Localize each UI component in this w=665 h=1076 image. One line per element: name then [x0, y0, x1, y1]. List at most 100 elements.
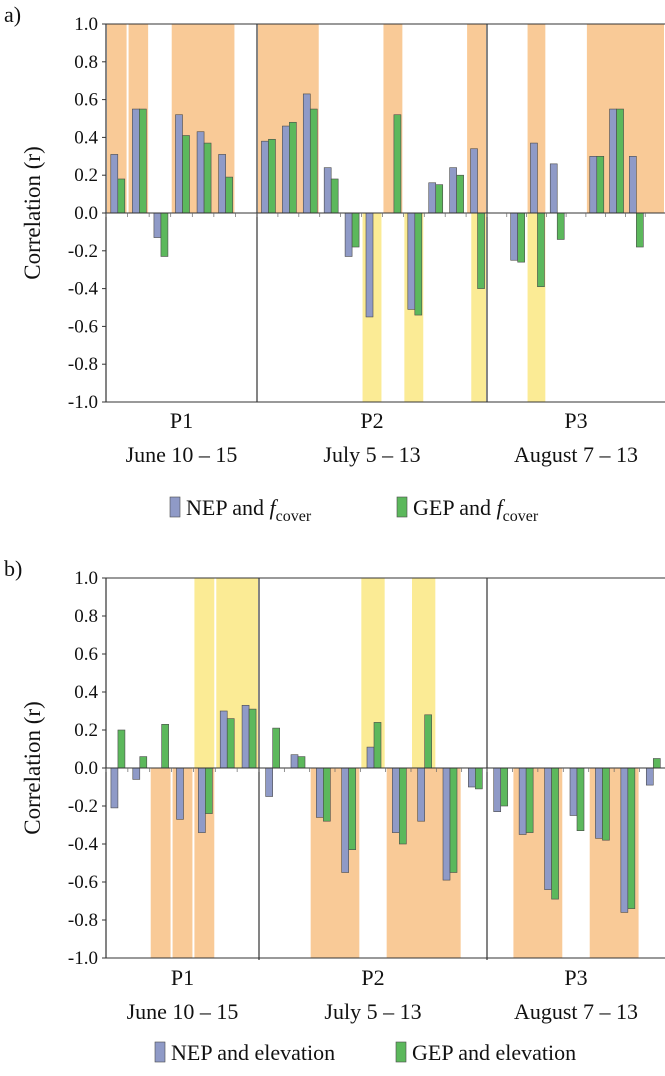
nep-bar-14	[442, 767, 451, 881]
y-tick-label: -0.6	[68, 872, 98, 893]
gep-bar-21	[627, 767, 636, 909]
bars	[110, 93, 644, 318]
nep-bar-12	[392, 767, 400, 833]
y-tick-label: -1.0	[68, 392, 98, 413]
nep-legend-swatch	[154, 1041, 166, 1063]
highlight-band-0	[150, 768, 171, 958]
highlight-band-6	[361, 578, 385, 768]
nep-bar-15	[468, 767, 476, 788]
gep-bar-10	[348, 767, 356, 850]
y-tick-label: 0.6	[74, 644, 98, 665]
y-tick-label: 0.0	[74, 203, 98, 224]
nep-bar-7	[265, 767, 273, 797]
nep-bar-1	[132, 108, 140, 214]
nep-bar-17	[518, 767, 527, 835]
nep-bar-20	[530, 142, 538, 214]
period-dates-P1: June 10 – 15	[126, 442, 238, 467]
gep-bar-17	[525, 767, 534, 833]
nep-bar-0	[110, 767, 119, 809]
nep-legend-label: NEP and elevation	[171, 1040, 335, 1065]
nep-bar-2	[153, 212, 162, 238]
gep-bar-4	[205, 767, 213, 814]
gep-bar-20	[602, 767, 610, 841]
gep-bar-11	[351, 212, 360, 248]
y-tick-label: 0.6	[74, 90, 98, 111]
gep-bar-8	[297, 756, 306, 769]
nep-bar-6	[241, 704, 250, 769]
y-tick-label: -0.8	[68, 354, 98, 375]
gep-bar-4	[203, 142, 212, 214]
nep-bar-12	[365, 212, 374, 318]
nep-bar-1	[132, 767, 141, 780]
gep-bar-10	[330, 178, 339, 214]
period-name-P2: P2	[361, 965, 384, 990]
nep-bar-5	[218, 154, 226, 214]
axes: 1.0 0.8 0.6 0.4 0.2 0.0 -0.2 -0.4 -0.6 -0.8 -1.0	[68, 568, 665, 969]
period-name-P3: P3	[564, 408, 587, 433]
nep-bar-11	[366, 746, 375, 769]
nep-bar-25	[629, 156, 637, 214]
nep-bar-4	[198, 767, 206, 833]
nep-legend-label: NEP and fcover	[186, 495, 312, 525]
panel-label: b)	[4, 556, 22, 581]
gep-bar-2	[160, 212, 169, 257]
gep-bar-5	[226, 718, 235, 769]
y-tick-label: -0.8	[68, 910, 98, 931]
y-axis-label: Correlation (r)	[20, 146, 45, 279]
gep-bar-0	[117, 729, 126, 769]
nep-bar-22	[645, 767, 654, 786]
period-name-P1: P1	[171, 965, 194, 990]
y-tick-label: 0.8	[74, 606, 98, 627]
nep-bar-11	[344, 212, 353, 257]
gep-bar-12	[399, 767, 407, 845]
nep-bar-13	[417, 767, 425, 822]
nep-bar-10	[341, 767, 349, 873]
period-dates-P3: August 7 – 13	[514, 999, 638, 1024]
y-tick-label: 0.2	[74, 165, 98, 186]
gep-bar-6	[248, 708, 257, 769]
gep-bar-25	[636, 212, 644, 248]
gep-bar-1	[139, 108, 147, 214]
gep-bar-2	[161, 723, 169, 769]
y-tick-label: -0.4	[68, 834, 99, 855]
gep-bar-15	[435, 184, 444, 214]
gep-bar-5	[225, 176, 233, 214]
y-tick-label: -0.2	[68, 796, 98, 817]
nep-bar-9	[316, 767, 324, 818]
nep-bar-23	[589, 156, 598, 214]
gep-bar-9	[309, 108, 318, 214]
gep-bar-20	[537, 212, 545, 288]
period-name-P1: P1	[170, 408, 193, 433]
gep-bar-19	[517, 212, 525, 263]
axes: 1.0 0.8 0.6 0.4 0.2 0.0 -0.2 -0.4 -0.6 -0.8 -1.0	[68, 14, 665, 413]
gep-bar-19	[576, 767, 585, 832]
gep-bar-18	[551, 767, 559, 900]
nep-bar-15	[428, 182, 437, 214]
y-tick-label: 0.2	[74, 720, 98, 741]
gep-bar-17	[477, 212, 485, 289]
period-dates-P1: June 10 – 15	[127, 999, 239, 1024]
nep-bar-8	[290, 754, 299, 769]
gep-legend-label: GEP and fcover	[413, 495, 539, 525]
nep-bar-21	[549, 163, 558, 214]
gep-bar-1	[139, 756, 148, 769]
period-name-P3: P3	[564, 965, 587, 990]
y-tick-label: -1.0	[68, 948, 98, 969]
nep-bar-8	[282, 125, 290, 214]
gep-bar-9	[323, 767, 331, 822]
chart-panel-b: 1.0 0.8 0.6 0.4 0.2 0.0 -0.2 -0.4 -0.6 -0.8 -1.0 Co…	[4, 556, 665, 1065]
nep-legend-swatch	[169, 496, 181, 518]
gep-bar-11	[373, 722, 382, 769]
gep-bar-7	[268, 138, 276, 214]
gep-bar-21	[556, 212, 565, 240]
gep-bar-23	[596, 156, 605, 214]
legend: NEP and elevation GEP and elevation	[154, 1040, 576, 1065]
period-dates-P2: July 5 – 13	[324, 999, 421, 1024]
period-dates-P3: August 7 – 13	[514, 442, 638, 467]
gep-bar-0	[117, 178, 126, 214]
gep-bar-13	[393, 114, 402, 214]
nep-bar-19	[510, 212, 518, 261]
gep-bar-22	[652, 758, 661, 769]
nep-bar-24	[609, 108, 617, 214]
y-tick-label: 0.4	[74, 682, 98, 703]
